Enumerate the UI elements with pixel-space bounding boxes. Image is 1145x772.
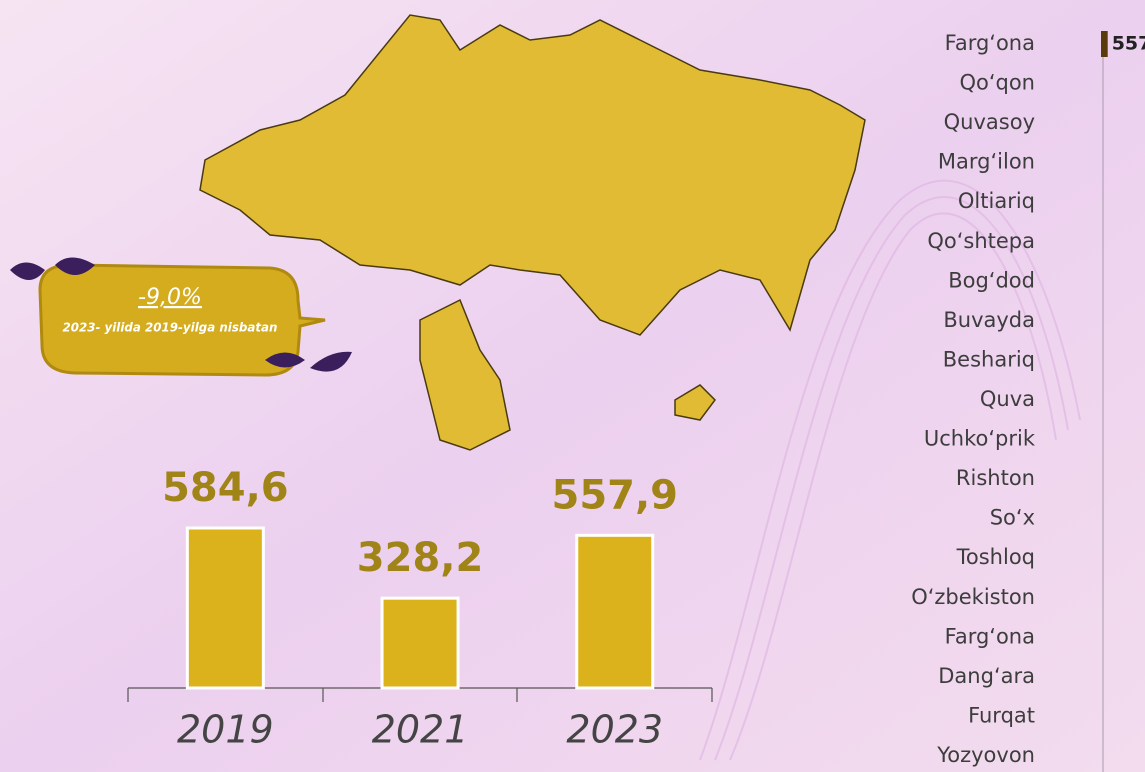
x-tick-label: 2021 — [372, 708, 469, 752]
category-label: Buvayda — [943, 308, 1035, 332]
bar — [575, 533, 655, 690]
x-tick-label: 2019 — [177, 708, 274, 752]
bar — [380, 596, 460, 690]
annotation: 2023- yilida 2019-yilga nisbatan — [63, 320, 278, 335]
value-label: 584,6 — [162, 465, 289, 511]
category-label: Dang‘ara — [938, 664, 1035, 688]
bar — [1101, 31, 1108, 57]
category-label: Furqat — [968, 703, 1035, 727]
category-label: Bog‘dod — [948, 268, 1035, 292]
category-label: Quva — [980, 387, 1035, 411]
speech-bubble — [10, 257, 352, 377]
x-tick-label: 2023 — [566, 708, 663, 752]
value-label: 557,9 — [1112, 33, 1145, 55]
category-label: Toshloq — [956, 545, 1035, 569]
category-label: Qo‘shtepa — [927, 229, 1035, 253]
value-label: 557,9 — [551, 472, 678, 518]
value-label: 328,2 — [357, 535, 484, 581]
category-label: Yozyovon — [936, 743, 1035, 767]
category-label: So‘x — [990, 506, 1035, 530]
category-label: Farg‘ona — [945, 31, 1035, 55]
category-label: Qo‘qon — [959, 71, 1035, 95]
category-label: Beshariq — [943, 347, 1035, 371]
category-label: Marg‘ilon — [938, 150, 1035, 174]
category-label: Farg‘ona — [945, 624, 1035, 648]
category-label: Quvasoy — [944, 110, 1035, 134]
annotation: -9,0% — [138, 285, 202, 310]
map — [199, 14, 866, 451]
bar — [185, 526, 265, 690]
category-label: Rishton — [956, 466, 1035, 490]
category-label: Uchko‘prik — [924, 427, 1036, 451]
category-label: Oltiariq — [958, 189, 1035, 213]
category-label: O‘zbekiston — [911, 585, 1035, 609]
decor-waves — [699, 179, 1081, 761]
dividers — [127, 688, 713, 702]
